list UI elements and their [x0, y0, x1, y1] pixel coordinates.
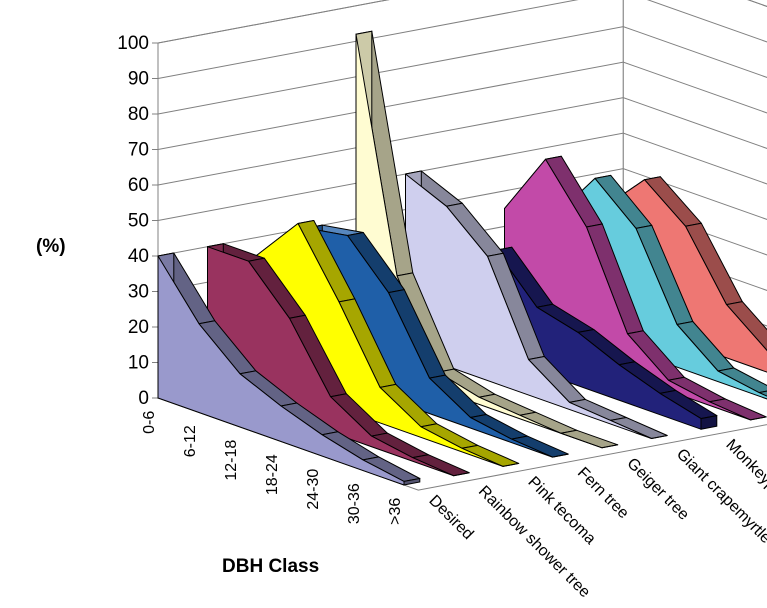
category-labels: 0-6 6-12 12-18 18-24 24-30 30-36 >36 — [141, 411, 404, 525]
category-label: 0-6 — [141, 411, 158, 434]
category-label: 6-12 — [182, 425, 199, 457]
series-label: Desired — [425, 492, 476, 543]
series-top-strip — [412, 454, 470, 477]
series-front-face — [405, 173, 652, 439]
y-tick-labels: 0 10 20 30 40 50 60 70 80 90 100 — [117, 33, 149, 409]
series-front-face — [306, 227, 553, 458]
series-front-face — [207, 246, 454, 477]
series-top-strip — [560, 429, 619, 449]
series-right-cap — [453, 472, 470, 477]
series-top-strip — [461, 444, 520, 467]
y-tick-label: 100 — [117, 33, 149, 54]
series-area — [405, 170, 668, 439]
y-tick-label: 70 — [128, 140, 149, 161]
series-top-strip — [519, 411, 578, 434]
series-right-cap — [750, 416, 767, 421]
y-tick-label: 10 — [128, 353, 149, 374]
y-axis-label: (%) — [36, 236, 66, 257]
series-label: Fern tree — [574, 464, 632, 522]
series-front-face — [504, 158, 751, 421]
series-front-face — [256, 223, 504, 467]
series-areas — [157, 30, 767, 486]
series-label: Rainbow shower tree — [475, 483, 593, 601]
gridline — [157, 97, 767, 186]
category-label: 18-24 — [264, 454, 281, 495]
gridline — [157, 132, 767, 221]
series-right-cap — [651, 435, 668, 439]
y-tick-label: 60 — [128, 175, 149, 196]
gridline — [157, 26, 767, 115]
series-top-strip — [511, 435, 569, 458]
y-tick-label: 50 — [128, 211, 149, 232]
series-area — [256, 220, 520, 467]
gridline — [157, 0, 767, 44]
category-label: >36 — [387, 498, 404, 525]
series-area — [157, 252, 421, 486]
y-tick-label: 30 — [128, 282, 149, 303]
gridline — [157, 61, 767, 150]
gridline — [157, 0, 767, 79]
y-tick-label: 90 — [128, 69, 149, 90]
series-right-cap — [601, 444, 618, 449]
category-label: 12-18 — [223, 440, 240, 481]
series-right-cap — [502, 462, 519, 467]
y-tick-label: 0 — [138, 388, 149, 409]
y-tick-label: 40 — [128, 246, 149, 267]
series-top-strip — [709, 398, 767, 421]
y-tick-label: 80 — [128, 104, 149, 125]
x-axis-label: DBH Class — [222, 556, 319, 577]
category-label: 30-36 — [346, 483, 363, 524]
series-right-cap — [552, 453, 569, 458]
series-front-face — [157, 255, 405, 486]
y-tick-label: 20 — [128, 317, 149, 338]
category-label: 24-30 — [305, 469, 322, 510]
series-top-strip — [610, 417, 668, 439]
